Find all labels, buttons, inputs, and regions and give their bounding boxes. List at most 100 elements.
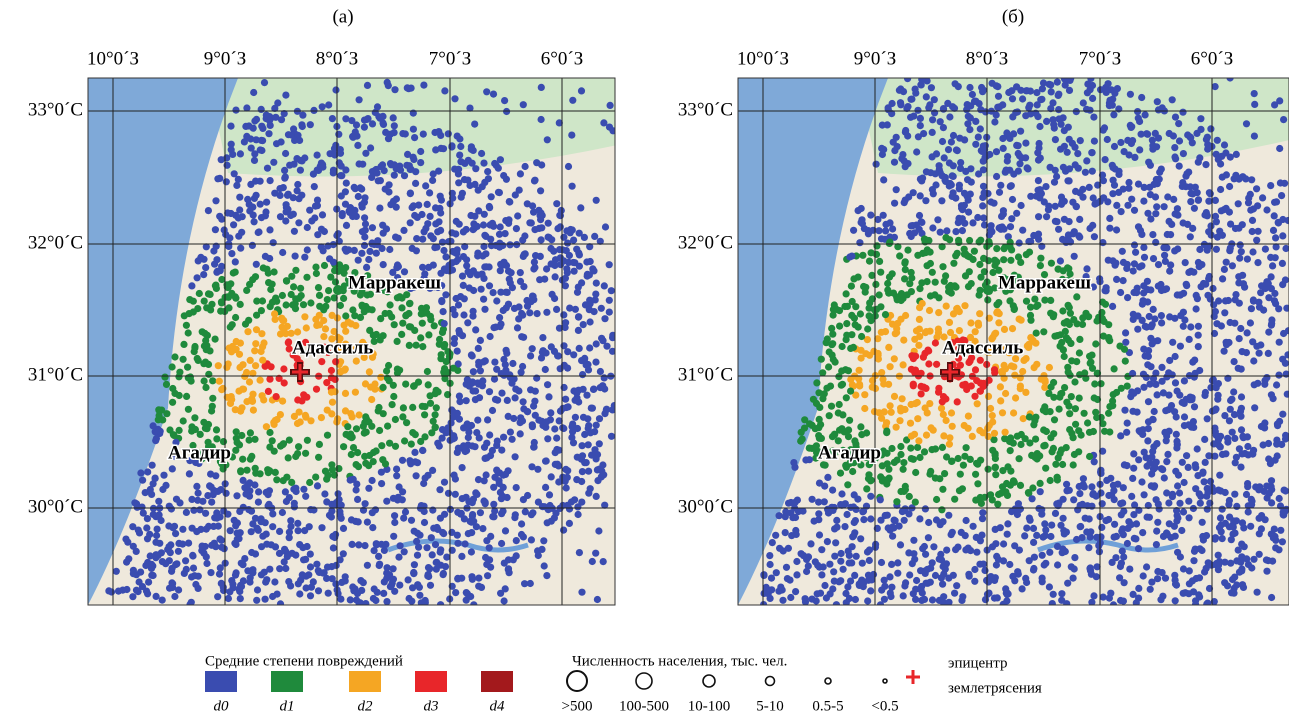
settlement-dot xyxy=(213,426,220,433)
settlement-dot xyxy=(490,289,497,296)
settlement-dot xyxy=(230,221,237,228)
settlement-dot xyxy=(271,578,278,585)
settlement-dot xyxy=(544,435,551,442)
settlement-dot xyxy=(412,168,419,175)
settlement-dot xyxy=(914,415,921,422)
settlement-dot xyxy=(540,347,547,354)
settlement-dot xyxy=(606,297,613,304)
settlement-dot xyxy=(1041,520,1048,527)
settlement-dot xyxy=(913,148,920,155)
settlement-dot xyxy=(907,445,914,452)
settlement-dot xyxy=(1152,381,1159,388)
settlement-dot xyxy=(602,223,609,230)
settlement-dot xyxy=(783,564,790,571)
settlement-dot xyxy=(1253,185,1260,192)
settlement-dot xyxy=(236,588,243,595)
settlement-dot xyxy=(272,114,279,121)
settlement-dot xyxy=(891,355,898,362)
settlement-dot xyxy=(338,265,345,272)
settlement-dot xyxy=(560,527,567,534)
settlement-dot xyxy=(987,405,994,412)
settlement-dot xyxy=(279,317,286,324)
settlement-dot xyxy=(1048,383,1055,390)
settlement-dot xyxy=(461,176,468,183)
settlement-dot xyxy=(190,565,197,572)
settlement-dot xyxy=(1022,140,1029,147)
settlement-dot xyxy=(889,225,896,232)
settlement-dot xyxy=(262,208,269,215)
settlement-dot xyxy=(471,443,478,450)
settlement-dot xyxy=(259,297,266,304)
settlement-dot xyxy=(902,579,909,586)
settlement-dot xyxy=(785,500,792,507)
settlement-dot xyxy=(539,334,546,341)
settlement-dot xyxy=(563,227,570,234)
settlement-dot xyxy=(1129,475,1136,482)
settlement-dot xyxy=(1013,142,1020,149)
settlement-dot xyxy=(793,558,800,565)
settlement-dot xyxy=(445,490,452,497)
settlement-dot xyxy=(872,541,879,548)
settlement-dot xyxy=(389,401,396,408)
settlement-dot xyxy=(427,232,434,239)
settlement-dot xyxy=(1152,210,1159,217)
settlement-dot xyxy=(1177,553,1184,560)
settlement-dot xyxy=(1085,544,1092,551)
settlement-dot xyxy=(1155,283,1162,290)
settlement-dot xyxy=(870,227,877,234)
settlement-dot xyxy=(380,332,387,339)
settlement-dot xyxy=(1236,255,1243,262)
settlement-dot xyxy=(863,485,870,492)
settlement-dot xyxy=(1000,207,1007,214)
settlement-dot xyxy=(1004,531,1011,538)
settlement-dot xyxy=(1113,276,1120,283)
settlement-dot xyxy=(1124,420,1131,427)
settlement-dot xyxy=(354,142,361,149)
settlement-dot xyxy=(1046,364,1053,371)
city-label: Адассиль xyxy=(942,337,1023,358)
settlement-dot xyxy=(967,319,974,326)
settlement-dot xyxy=(258,137,265,144)
settlement-dot xyxy=(803,556,810,563)
settlement-dot xyxy=(279,509,286,516)
settlement-dot xyxy=(393,466,400,473)
settlement-dot xyxy=(944,100,951,107)
settlement-dot xyxy=(873,242,880,249)
settlement-dot xyxy=(432,146,439,153)
settlement-dot xyxy=(566,305,573,312)
settlement-dot xyxy=(405,576,412,583)
settlement-dot xyxy=(468,548,475,555)
settlement-dot xyxy=(589,265,596,272)
settlement-dot xyxy=(1180,309,1187,316)
settlement-dot xyxy=(342,328,349,335)
settlement-dot xyxy=(593,280,600,287)
settlement-dot xyxy=(1202,459,1209,466)
settlement-dot xyxy=(282,565,289,572)
settlement-dot xyxy=(838,550,845,557)
settlement-dot xyxy=(391,512,398,519)
settlement-dot xyxy=(1000,145,1007,152)
settlement-dot xyxy=(1182,259,1189,266)
settlement-dot xyxy=(513,484,520,491)
settlement-dot xyxy=(144,468,151,475)
settlement-dot xyxy=(351,184,358,191)
settlement-dot xyxy=(571,496,578,503)
settlement-dot xyxy=(469,499,476,506)
settlement-dot xyxy=(900,361,907,368)
settlement-dot xyxy=(501,597,508,604)
settlement-dot xyxy=(576,263,583,270)
settlement-dot xyxy=(1243,120,1250,127)
settlement-dot xyxy=(402,381,409,388)
settlement-dot xyxy=(979,88,986,95)
settlement-dot xyxy=(307,592,314,599)
settlement-dot xyxy=(386,310,393,317)
settlement-dot xyxy=(223,490,230,497)
settlement-dot xyxy=(1196,574,1203,581)
settlement-dot xyxy=(1145,159,1152,166)
settlement-dot xyxy=(768,575,775,582)
settlement-dot xyxy=(1225,339,1232,346)
settlement-dot xyxy=(291,503,298,510)
settlement-dot xyxy=(1119,499,1126,506)
settlement-dot xyxy=(877,517,884,524)
settlement-dot xyxy=(1153,528,1160,535)
